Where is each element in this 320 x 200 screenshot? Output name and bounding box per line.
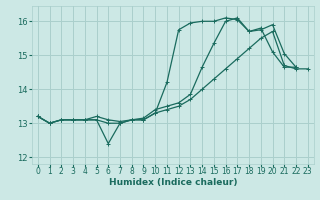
- X-axis label: Humidex (Indice chaleur): Humidex (Indice chaleur): [108, 178, 237, 187]
